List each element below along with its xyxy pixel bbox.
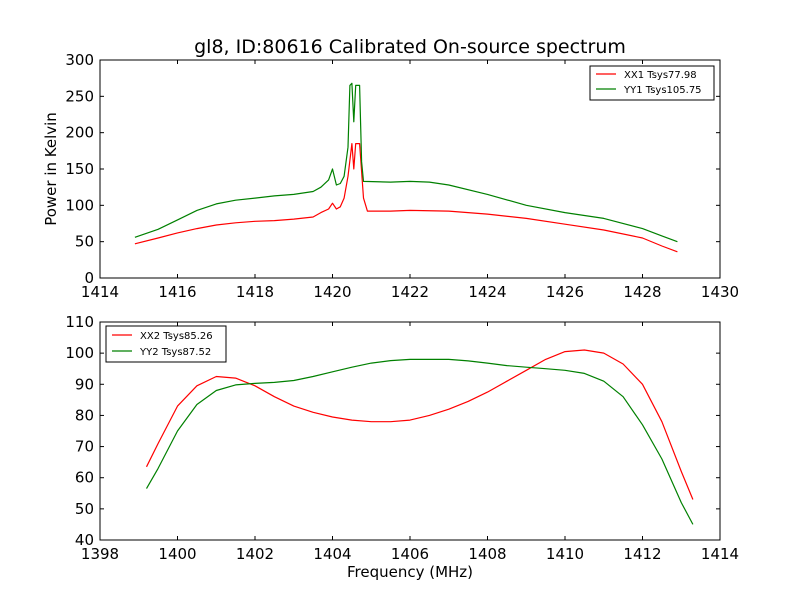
top-legend: XX1 Tsys77.98 YY1 Tsys105.75 [589, 65, 715, 101]
bottom-x-tick-label: 1408 [468, 545, 506, 563]
bottom-x-tick: 1402 [236, 322, 274, 563]
top-y-tick: 300 [65, 51, 720, 69]
bottom-y-tick: 40 [75, 531, 720, 549]
bottom-legend-label-yy2: YY2 Tsys87.52 [139, 347, 211, 358]
top-y-axis: 0 50 100 150 200 250 300 [65, 51, 720, 287]
top-x-tick: 1428 [623, 60, 662, 301]
bottom-y-tick-label: 90 [75, 375, 94, 393]
top-x-tick: 1422 [391, 60, 429, 301]
top-x-tick-label: 1422 [391, 283, 429, 301]
bottom-y-tick-label: 100 [65, 344, 94, 362]
bottom-y-tick-label: 80 [75, 406, 94, 424]
bottom-legend-box [105, 325, 227, 363]
bottom-x-tick: 1414 [701, 322, 739, 563]
top-x-tick: 1426 [546, 60, 584, 301]
bottom-x-tick: 1412 [623, 322, 662, 563]
bottom-legend-label-xx2: XX2 Tsys85.26 [140, 331, 213, 342]
chart-title: gl8, ID:80616 Calibrated On-source spect… [194, 36, 626, 58]
top-series-yy1-line [134, 82, 678, 243]
top-y-tick-label: 150 [65, 160, 94, 178]
top-y-tick: 200 [65, 124, 720, 142]
bottom-y-tick: 110 [65, 313, 720, 331]
top-x-axis: 1414 1416 1418 1420 1422 1424 1426 1428 1430 [81, 60, 739, 301]
top-legend-box [589, 65, 715, 101]
top-y-tick: 250 [65, 87, 720, 105]
top-x-tick-label: 1426 [546, 283, 584, 301]
top-y-tick: 150 [65, 160, 720, 178]
top-x-tick-label: 1420 [313, 283, 351, 301]
bottom-y-tick: 100 [65, 344, 720, 362]
bottom-x-tick-label: 1398 [81, 545, 119, 563]
bottom-x-tick: 1404 [313, 322, 352, 563]
top-y-tick-label: 250 [65, 87, 94, 105]
bottom-y-tick: 60 [75, 469, 720, 487]
bottom-x-tick: 1398 [81, 322, 119, 563]
bottom-y-tick-label: 40 [75, 531, 94, 549]
top-y-tick-label: 200 [65, 124, 94, 142]
top-chart: 1414 1416 1418 1420 1422 1424 1426 1428 1430 0 50… [42, 51, 739, 301]
top-plot-area [134, 82, 678, 253]
bottom-x-tick-label: 1406 [391, 545, 429, 563]
top-y-tick-label: 100 [65, 196, 94, 214]
top-y-tick: 100 [65, 196, 720, 214]
bottom-series-xx2-line [145, 349, 694, 500]
bottom-y-tick-label: 50 [75, 500, 94, 518]
bottom-legend: XX2 Tsys85.26 YY2 Tsys87.52 [105, 325, 227, 363]
bottom-x-axis: 1398 1400 1402 1404 1406 1408 1410 1412 1414 [81, 322, 739, 563]
top-y-tick-label: 0 [84, 269, 94, 287]
top-x-tick: 1418 [236, 60, 274, 301]
top-y-tick-label: 300 [65, 51, 94, 69]
bottom-x-tick-label: 1402 [236, 545, 274, 563]
top-x-tick-label: 1416 [158, 283, 196, 301]
top-x-tick: 1416 [158, 60, 197, 301]
bottom-y-tick: 90 [75, 375, 720, 393]
top-y-tick-label: 50 [75, 233, 94, 251]
bottom-y-tick: 50 [75, 500, 720, 518]
bottom-x-tick: 1406 [391, 322, 429, 563]
top-series-xx1-line [134, 143, 678, 253]
top-legend-label-yy1: YY1 Tsys105.75 [623, 85, 702, 96]
top-x-tick: 1424 [468, 60, 507, 301]
bottom-x-axis-label: Frequency (MHz) [347, 563, 473, 581]
top-y-tick: 0 [84, 269, 720, 287]
top-x-tick-label: 1414 [81, 283, 119, 301]
bottom-x-tick-label: 1400 [158, 545, 196, 563]
top-y-tick: 50 [75, 233, 720, 251]
bottom-x-tick: 1410 [546, 322, 584, 563]
bottom-x-tick: 1408 [468, 322, 507, 563]
bottom-y-tick-label: 70 [75, 438, 94, 456]
top-x-tick-label: 1418 [236, 283, 274, 301]
bottom-y-axis: 40 50 60 70 80 90 100 110 [65, 313, 720, 549]
bottom-chart: 1398 1400 1402 1404 1406 1408 1410 1412 1414 40 5… [65, 313, 739, 581]
bottom-x-tick-label: 1404 [313, 545, 351, 563]
top-x-tick-label: 1424 [468, 283, 506, 301]
bottom-y-tick-label: 110 [65, 313, 94, 331]
top-x-tick-label: 1428 [623, 283, 661, 301]
bottom-y-tick: 70 [75, 438, 720, 456]
bottom-x-tick: 1400 [158, 322, 197, 563]
top-x-tick-label: 1430 [701, 283, 739, 301]
bottom-x-tick-label: 1410 [546, 545, 584, 563]
top-x-tick: 1414 [81, 60, 119, 301]
bottom-y-tick-label: 60 [75, 469, 94, 487]
bottom-x-tick-label: 1412 [623, 545, 661, 563]
bottom-plot-area [145, 349, 694, 525]
bottom-series-yy2-line [145, 358, 694, 525]
bottom-y-tick: 80 [75, 406, 720, 424]
top-y-axis-label: Power in Kelvin [42, 112, 60, 226]
top-x-tick: 1430 [701, 60, 739, 301]
bottom-x-tick-label: 1414 [701, 545, 739, 563]
top-legend-label-xx1: XX1 Tsys77.98 [624, 70, 697, 81]
top-x-tick: 1420 [313, 60, 352, 301]
